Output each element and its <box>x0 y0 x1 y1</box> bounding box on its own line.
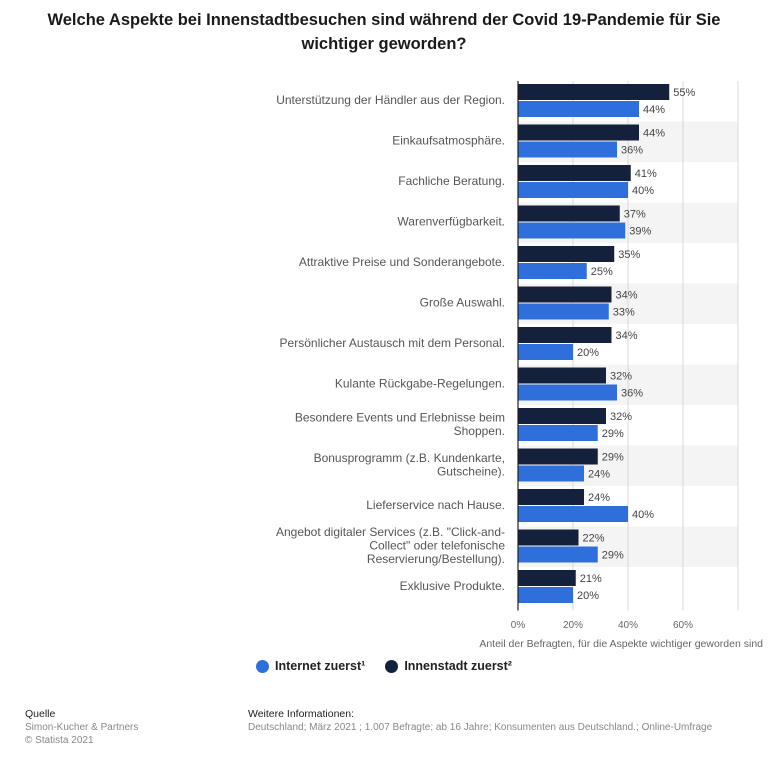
bar-internet <box>518 303 609 320</box>
bar-internet <box>518 384 617 401</box>
bar-innenstadt <box>518 489 584 505</box>
category-label: Collect" oder telefonische <box>369 539 505 553</box>
data-label: 36% <box>621 145 643 157</box>
data-label: 32% <box>610 371 632 383</box>
data-label: 34% <box>616 330 638 342</box>
bar-internet <box>518 506 628 522</box>
data-label: 44% <box>643 104 665 116</box>
data-label: 44% <box>643 128 665 140</box>
bar-innenstadt <box>518 246 615 262</box>
x-tick-label: 60% <box>673 620 693 631</box>
data-label: 32% <box>610 411 632 423</box>
source-block: Quelle Simon-Kucher & Partners © Statist… <box>25 708 138 747</box>
category-label: Einkaufsatmosphäre. <box>392 134 505 148</box>
legend-swatch-internet <box>256 659 270 673</box>
chart-title: Welche Aspekte bei Innenstadtbesuchen si… <box>47 11 721 53</box>
legend-swatch-innenstadt <box>385 659 399 673</box>
data-label: 41% <box>635 168 657 180</box>
info-text: Deutschland; März 2021 ; 1.007 Befragte;… <box>248 722 713 733</box>
category-label: Unterstützung der Händler aus der Region… <box>276 93 505 107</box>
category-label: Angebot digitaler Services (z.B. "Click-… <box>276 525 505 539</box>
bar-innenstadt <box>518 84 670 100</box>
data-label: 25% <box>591 266 613 278</box>
category-label: Bonusprogramm (z.B. Kundenkarte, <box>314 451 505 465</box>
bar-internet <box>518 344 573 360</box>
data-label: 29% <box>602 452 624 464</box>
x-tick-label: 40% <box>618 620 638 631</box>
data-label: 29% <box>602 428 624 440</box>
data-label: 55% <box>673 87 695 99</box>
source-name: Simon-Kucher & Partners <box>25 722 139 733</box>
legend-label-innenstadt: Innenstadt zuerst² <box>404 659 512 673</box>
data-label: 40% <box>632 185 654 197</box>
info-heading: Weitere Informationen: <box>248 708 355 720</box>
data-label: 29% <box>602 550 624 562</box>
data-label: 35% <box>618 249 640 261</box>
data-label: 24% <box>588 469 610 481</box>
bar-innenstadt <box>518 165 631 181</box>
category-label: Lieferservice nach Hause. <box>366 498 505 512</box>
data-label: 40% <box>632 509 654 521</box>
category-label: Kulante Rückgabe-Regelungen. <box>335 377 505 391</box>
legend-item-innenstadt[interactable]: Innenstadt zuerst² <box>385 659 512 673</box>
data-label: 39% <box>629 226 651 238</box>
bar-innenstadt <box>518 529 579 546</box>
source-copyright: © Statista 2021 <box>25 735 94 746</box>
bar-innenstadt <box>518 286 612 303</box>
bar-innenstadt <box>518 205 620 222</box>
bar-internet <box>518 222 626 239</box>
legend-item-internet[interactable]: Internet zuerst¹ <box>256 659 365 673</box>
category-label: Persönlicher Austausch mit dem Personal. <box>280 336 505 350</box>
bar-innenstadt <box>518 408 606 424</box>
bar-internet <box>518 425 598 441</box>
data-label: 37% <box>624 209 646 221</box>
x-tick-label: 0% <box>511 620 526 631</box>
data-label: 24% <box>588 492 610 504</box>
info-block: Weitere Informationen: Deutschland; März… <box>248 708 712 734</box>
bar-internet <box>518 263 587 279</box>
data-label: 20% <box>577 590 599 602</box>
bar-innenstadt <box>518 327 612 343</box>
category-label: Fachliche Beratung. <box>398 174 505 188</box>
legend-label-internet: Internet zuerst¹ <box>275 659 366 673</box>
data-label: 36% <box>621 388 643 400</box>
bar-innenstadt <box>518 367 606 384</box>
bar-innenstadt <box>518 570 576 586</box>
bar-internet <box>518 101 639 117</box>
bar-internet <box>518 465 584 482</box>
source-heading: Quelle <box>25 708 56 720</box>
data-label: 34% <box>616 290 638 302</box>
data-label: 22% <box>583 533 605 545</box>
category-label: Gutscheine). <box>437 464 505 478</box>
data-label: 21% <box>580 573 602 585</box>
bar-chart: 55% 44% Unterstützung der Händler aus der … <box>276 81 763 650</box>
data-label: 33% <box>613 307 635 319</box>
x-tick-label: 20% <box>563 620 583 631</box>
bar-internet <box>518 182 628 198</box>
category-label: Reservierung/Bestellung). <box>367 552 505 566</box>
bar-internet <box>518 587 573 603</box>
category-label: Warenverfügbarkeit. <box>397 215 505 229</box>
bar-innenstadt <box>518 124 639 141</box>
bar-internet <box>518 141 617 158</box>
bar-innenstadt <box>518 448 598 465</box>
category-label: Shoppen. <box>454 424 505 438</box>
category-label: Große Auswahl. <box>420 296 505 310</box>
x-axis-title: Anteil der Befragten, für die Aspekte wi… <box>479 638 763 650</box>
category-label: Besondere Events und Erlebnisse beim <box>295 410 505 424</box>
category-label: Exklusive Produkte. <box>400 579 505 593</box>
category-label: Attraktive Preise und Sonderangebote. <box>299 255 505 269</box>
bar-internet <box>518 546 598 563</box>
legend: Internet zuerst¹ Innenstadt zuerst² <box>0 659 768 673</box>
data-label: 20% <box>577 347 599 359</box>
